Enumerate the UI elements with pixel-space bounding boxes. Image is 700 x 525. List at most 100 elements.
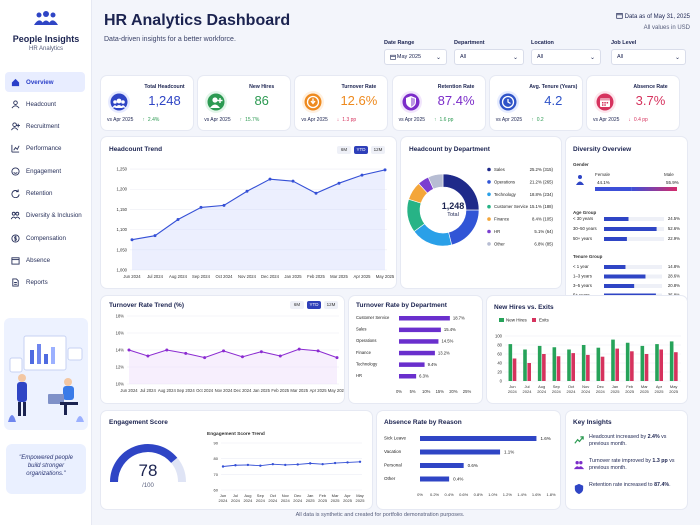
toggle-12m[interactable]: 12M <box>324 301 338 309</box>
legend-value: 5.1% (64) <box>534 229 553 234</box>
toggle-ytd[interactable]: YTD <box>307 301 321 309</box>
arrow-up-icon: ↑ <box>239 117 243 123</box>
sidebar-item-label: Overview <box>26 78 54 86</box>
toggle-ytd[interactable]: YTD <box>354 146 368 154</box>
exits-bar <box>586 354 590 381</box>
y-tick-label: 1,000 <box>117 268 128 273</box>
kpi-value: 1,248 <box>148 93 181 108</box>
category-label: Customer Service <box>356 315 390 320</box>
category-label: HR <box>356 373 362 378</box>
engagement-gauge <box>110 444 186 483</box>
filter-label: Location <box>531 40 554 46</box>
donut-total: 1,248 <box>441 201 465 211</box>
gender-label: Gender <box>573 162 589 167</box>
x-tick-label: 2024 <box>256 498 266 503</box>
kpi-label: New Hires <box>249 84 275 90</box>
sidebar-item-engagement[interactable]: Engagement <box>5 161 85 181</box>
exits-bar <box>571 353 575 381</box>
toggle-6m[interactable]: 6M <box>337 146 351 154</box>
filter-select[interactable]: All ⌄ <box>531 49 601 65</box>
data-point <box>127 348 131 352</box>
engagement-score: 78 <box>138 461 158 480</box>
quote-box: "Empowered people build stronger organiz… <box>6 444 86 494</box>
sidebar-item-recruitment[interactable]: Recruitment <box>5 117 85 137</box>
turnover-dept-card: Turnover Rate by Department Customer Ser… <box>349 296 482 403</box>
sidebar-item-overview[interactable]: Overview <box>5 72 85 92</box>
sidebar-item-label: Compensation <box>26 234 66 242</box>
data-point <box>240 355 244 359</box>
arrow-down-icon: ↓ <box>628 117 631 123</box>
sidebar-item-reports[interactable]: Reports <box>5 273 85 293</box>
data-point <box>291 179 295 183</box>
gauge-fill <box>110 444 178 483</box>
bar-value: 0.6% <box>468 463 478 468</box>
sidebar-item-diversity-inclusion[interactable]: Diversity & Inclusion <box>5 206 85 226</box>
male-value: 55.9% <box>666 180 679 185</box>
x-tick-label: 1.4% <box>517 492 527 497</box>
filter-select[interactable]: All ⌄ <box>454 49 524 65</box>
x-tick-label: Dec 2024 <box>233 388 252 393</box>
sidebar-item-compensation[interactable]: Compensation <box>5 228 85 248</box>
turnover-icon <box>304 93 322 111</box>
data-point <box>333 461 337 465</box>
data-point <box>346 461 349 464</box>
filter-location: Location All ⌄ <box>531 40 601 65</box>
x-tick-label: 20% <box>449 389 458 394</box>
legend-label: New Hires <box>506 318 528 323</box>
legend-value: 15.1% (188) <box>530 204 554 209</box>
x-tick-label: 2024 <box>596 389 606 394</box>
x-tick-label: Feb 2025 <box>307 274 325 279</box>
filter-label: Job Level <box>611 40 637 46</box>
turnover-dept-title: Turnover Rate by Department <box>356 302 447 309</box>
x-tick-label: 2024 <box>581 389 591 394</box>
legend-swatch <box>487 242 491 246</box>
exits-bar <box>542 354 546 381</box>
category-label: 3–5 years <box>573 283 592 288</box>
sidebar-item-retention[interactable]: Retention <box>5 183 85 203</box>
exits-bar <box>512 358 517 381</box>
data-point <box>314 191 318 195</box>
legend-value: 8.4% (105) <box>532 217 554 222</box>
exits-bar <box>674 352 678 381</box>
category-label: Other <box>384 476 396 481</box>
insight-text-part: Retention rate increased to <box>589 482 655 488</box>
x-tick-label: 2024 <box>219 498 229 503</box>
new-hires-bar <box>640 345 645 381</box>
x-tick-label: Jul <box>233 493 238 498</box>
filter-select[interactable]: May 2025 ⌄ <box>384 49 447 65</box>
toggle-6m[interactable]: 6M <box>290 301 304 309</box>
legend-swatch <box>487 180 491 184</box>
x-tick-label: Mar 2025 <box>290 388 308 393</box>
headcount-dept-card: Headcount by Department Sales 25.2% (315)… <box>401 137 561 288</box>
x-tick-label: 1.0% <box>488 492 498 497</box>
sidebar-item-performance[interactable]: Performance <box>5 139 85 159</box>
exits-bar <box>644 354 649 381</box>
filter-job-level: Job Level All ⌄ <box>611 40 686 65</box>
legend-label: Technology <box>494 192 517 197</box>
legend-value: 25.2% (315) <box>530 167 554 172</box>
bar-track <box>604 217 664 221</box>
kpi-value: 4.2 <box>544 93 563 108</box>
kpi-value: 3.7% <box>635 93 666 108</box>
exits-bar <box>630 351 634 381</box>
data-point <box>199 205 203 209</box>
kpi-footer: vs Apr 2025 ↓ 1.3 pp <box>301 117 383 123</box>
dollar-icon <box>11 234 20 243</box>
bar <box>420 436 537 441</box>
x-tick-label: Nov 2024 <box>215 388 234 393</box>
sidebar-item-headcount[interactable]: Headcount <box>5 94 85 114</box>
x-tick-label: 2024 <box>243 498 253 503</box>
bar <box>604 284 635 288</box>
data-point <box>222 349 226 353</box>
x-tick-label: Mar <box>332 493 340 498</box>
new-hires-bar <box>581 345 586 381</box>
filter-select[interactable]: All ⌄ <box>611 49 686 65</box>
data-point <box>271 462 275 466</box>
toggle-12m[interactable]: 12M <box>371 146 385 154</box>
category-label: Sick Leave <box>384 436 407 441</box>
x-tick-label: Sep 2024 <box>177 388 196 393</box>
kpi-value: 86 <box>254 93 269 108</box>
sidebar-item-absence[interactable]: Absence <box>5 250 85 270</box>
area-fill <box>129 349 337 384</box>
x-tick-label: Jul 2024 <box>147 274 164 279</box>
